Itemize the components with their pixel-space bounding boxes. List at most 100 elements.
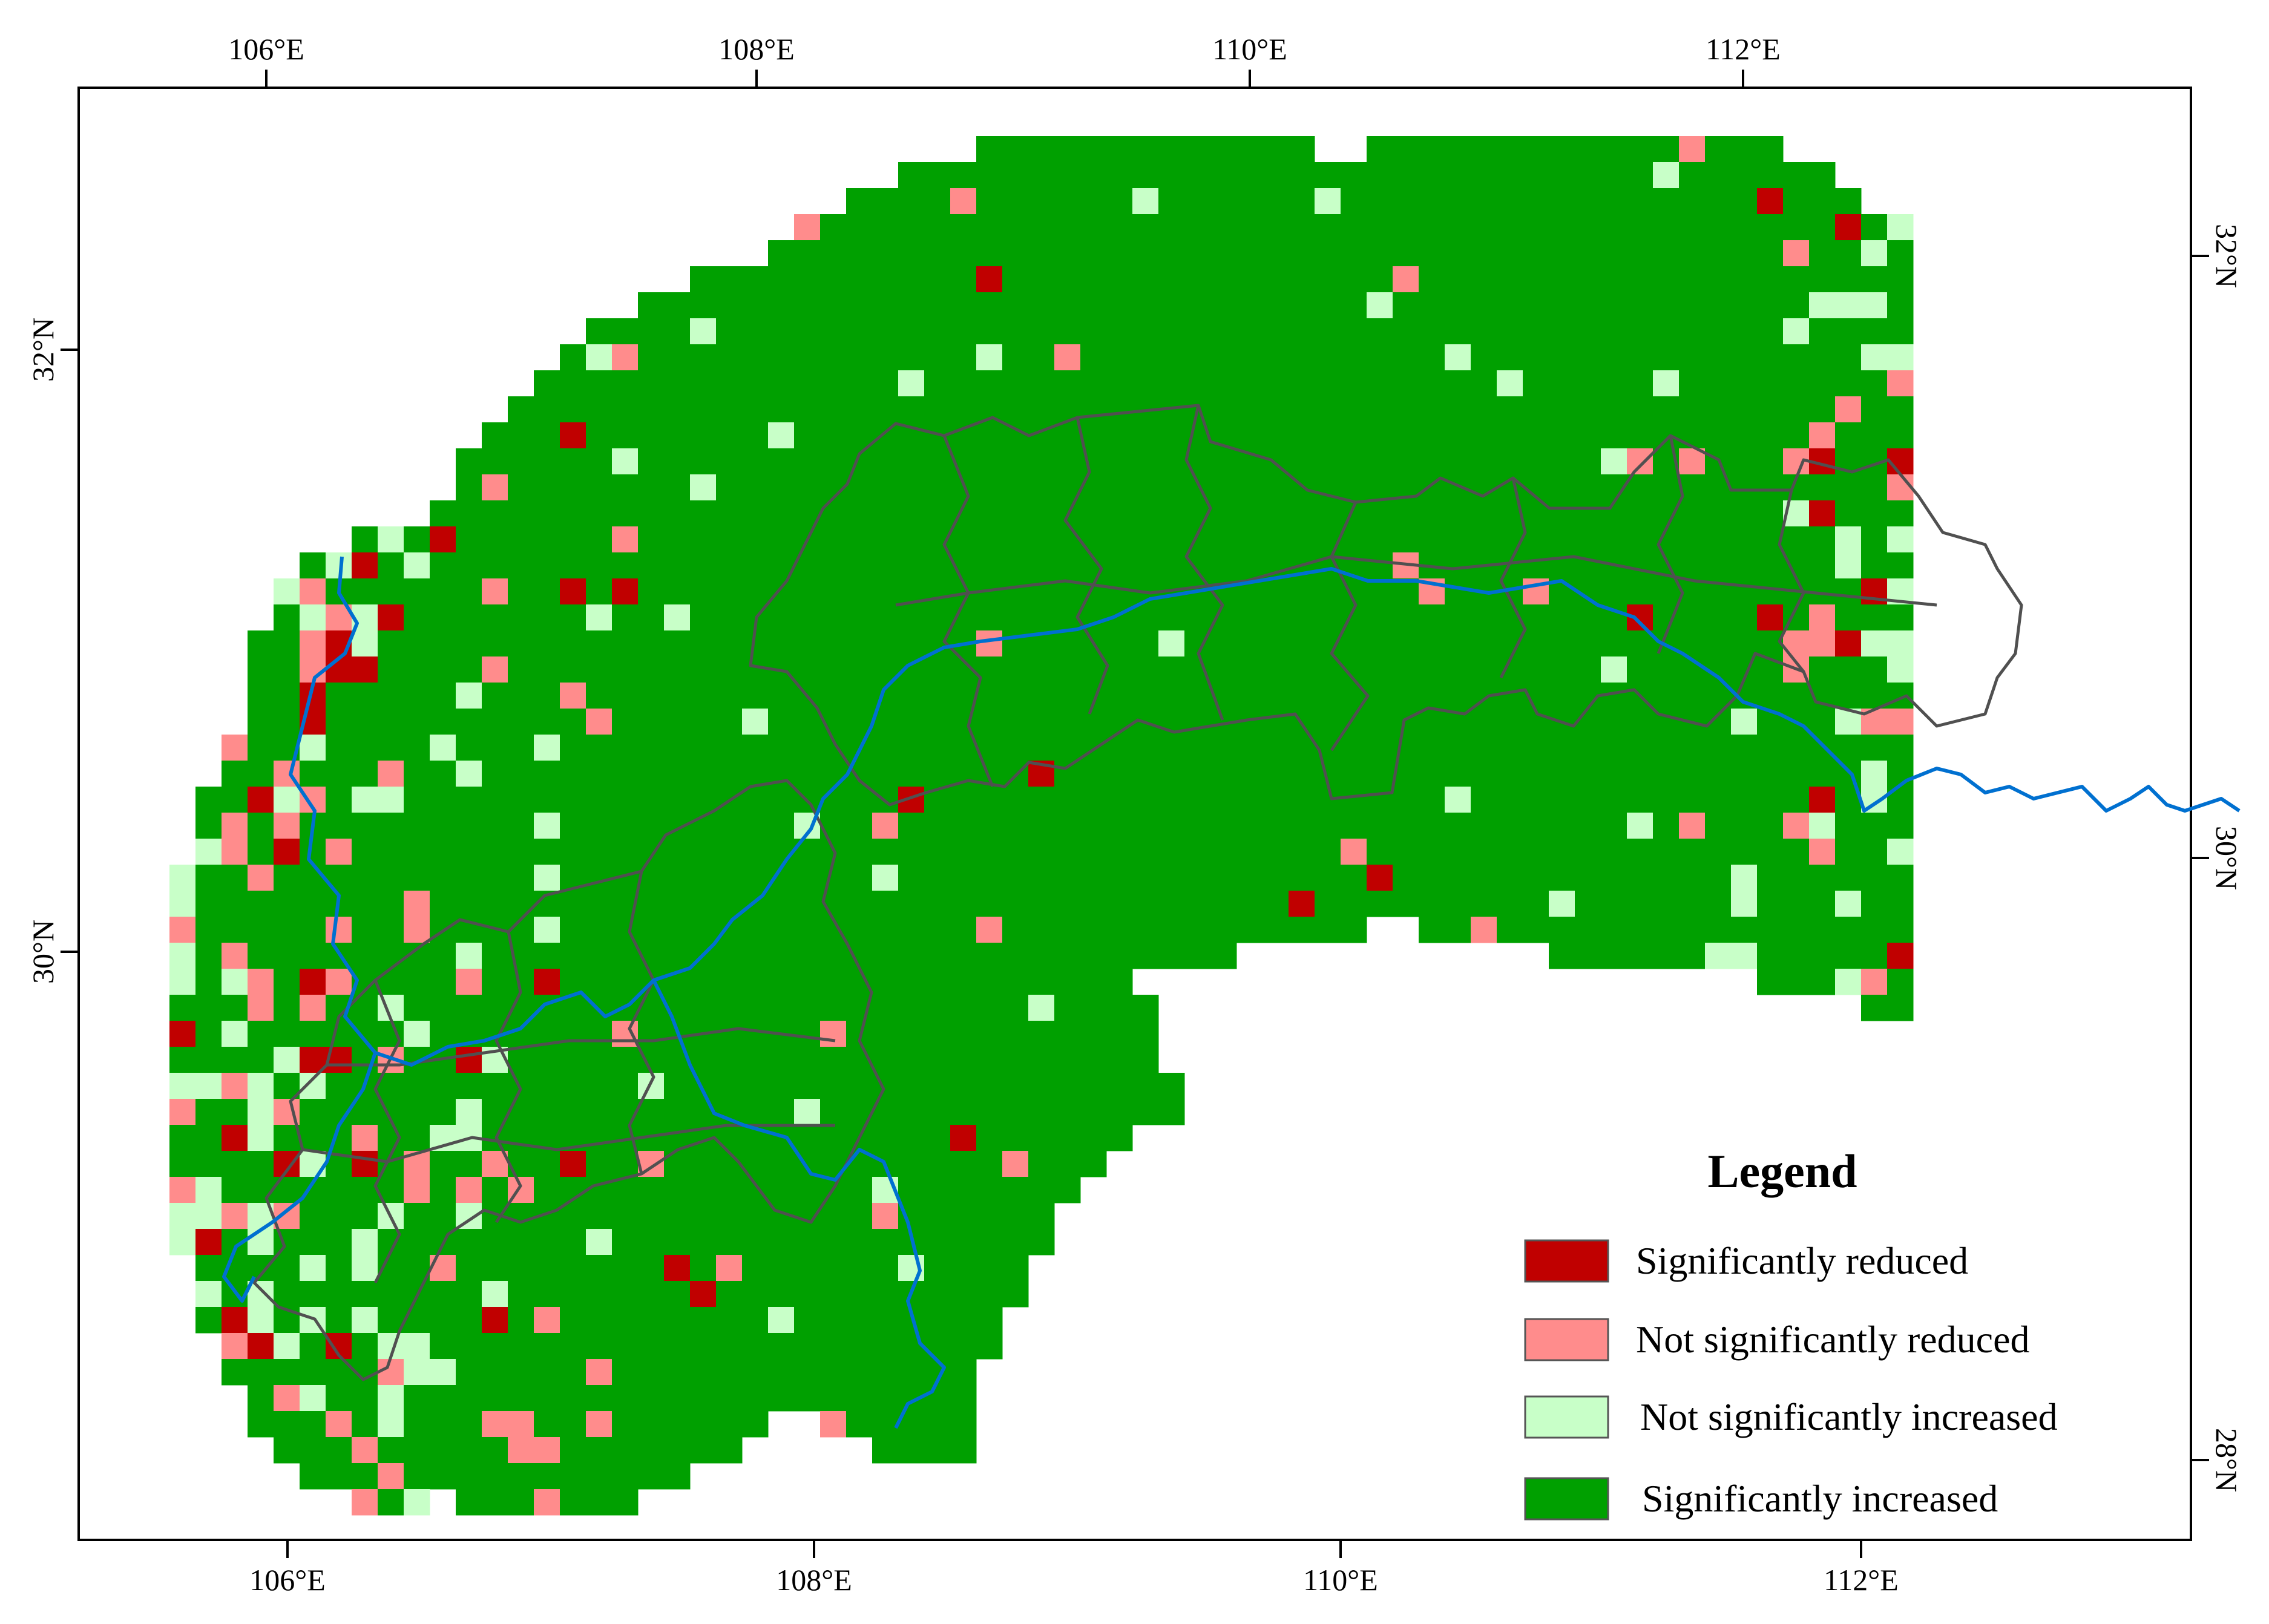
grid-cell	[1757, 787, 1784, 813]
grid-cell	[456, 1255, 482, 1282]
grid-cell	[1835, 396, 1862, 423]
grid-cell	[1497, 891, 1523, 917]
grid-cell	[1731, 735, 1758, 761]
grid-cell	[1184, 292, 1211, 319]
grid-cell	[1627, 318, 1653, 345]
grid-cell	[612, 787, 639, 813]
grid-cell	[1367, 188, 1393, 215]
grid-cell	[820, 1255, 847, 1282]
grid-cell	[1575, 813, 1601, 839]
grid-cell	[586, 761, 612, 787]
grid-cell	[1653, 422, 1680, 449]
grid-cell	[768, 1125, 795, 1151]
grid-cell	[352, 552, 378, 579]
grid-cell	[1367, 526, 1393, 553]
grid-cell	[1471, 656, 1497, 683]
grid-cell	[612, 370, 639, 397]
grid-cell	[976, 188, 1003, 215]
grid-cell	[1028, 735, 1055, 761]
grid-cell	[1601, 292, 1627, 319]
grid-cell	[924, 1333, 951, 1360]
grid-cell	[1705, 735, 1732, 761]
grid-cell	[1341, 448, 1367, 475]
grid-cell	[872, 344, 899, 371]
grid-cell	[1861, 891, 1888, 917]
grid-cell	[1106, 1021, 1133, 1047]
grid-cell	[690, 500, 717, 527]
grid-cell	[1028, 474, 1055, 501]
grid-cell	[1080, 761, 1107, 787]
grid-cell	[482, 578, 508, 605]
grid-cell	[1861, 839, 1888, 865]
grid-cell	[664, 683, 691, 709]
grid-cell	[1497, 448, 1523, 475]
grid-cell	[456, 1489, 482, 1516]
grid-cell	[195, 1151, 222, 1177]
grid-cell	[664, 1307, 691, 1334]
grid-cell	[508, 1463, 534, 1490]
grid-cell	[820, 266, 847, 293]
bottom-label-110: 110°E	[1303, 1563, 1378, 1597]
grid-cell	[508, 656, 534, 683]
grid-cell	[248, 683, 274, 709]
grid-cell	[1783, 162, 1810, 189]
grid-cell	[1106, 995, 1133, 1021]
grid-cell	[820, 292, 847, 319]
grid-cell	[560, 396, 586, 423]
grid-cell	[1158, 370, 1185, 397]
grid-cell	[508, 1021, 534, 1047]
grid-cell	[638, 683, 665, 709]
grid-cell	[898, 474, 925, 501]
grid-cell	[1158, 526, 1185, 553]
grid-cell	[976, 1151, 1003, 1177]
grid-cell	[1028, 292, 1055, 319]
grid-cell	[950, 292, 977, 319]
grid-cell	[1080, 1073, 1107, 1099]
grid-cell	[1184, 214, 1211, 241]
grid-cell	[222, 1359, 248, 1386]
grid-cell	[1158, 1073, 1185, 1099]
grid-cell	[1705, 396, 1732, 423]
grid-cell	[274, 1437, 300, 1464]
grid-cell	[1861, 344, 1888, 371]
grid-cell	[482, 761, 508, 787]
grid-cell	[1158, 266, 1185, 293]
grid-cell	[846, 865, 873, 891]
grid-cell	[846, 787, 873, 813]
grid-cell	[352, 1411, 378, 1438]
grid-cell	[1054, 1099, 1081, 1125]
grid-cell	[1315, 188, 1341, 215]
grid-cell	[560, 839, 586, 865]
grid-cell	[1106, 396, 1133, 423]
grid-cell	[560, 422, 586, 449]
grid-cell	[1263, 761, 1289, 787]
grid-cell	[1054, 891, 1081, 917]
grid-cell	[976, 995, 1003, 1021]
grid-cell	[430, 995, 456, 1021]
grid-cell	[1783, 370, 1810, 397]
grid-cell	[872, 318, 899, 345]
grid-cell	[482, 865, 508, 891]
grid-cell	[508, 422, 534, 449]
grid-cell	[534, 370, 560, 397]
grid-cell	[898, 709, 925, 735]
grid-cell	[534, 1489, 560, 1516]
grid-cell	[1341, 891, 1367, 917]
grid-cell	[222, 943, 248, 969]
grid-cell	[690, 318, 717, 345]
grid-cell	[404, 630, 430, 657]
grid-cell	[690, 344, 717, 371]
grid-cell	[300, 969, 326, 995]
grid-cell	[1627, 813, 1653, 839]
grid-cell	[1653, 761, 1680, 787]
grid-cell	[1679, 266, 1706, 293]
grid-cell	[534, 1307, 560, 1334]
grid-cell	[1054, 422, 1081, 449]
grid-cell	[950, 162, 977, 189]
grid-cell	[950, 604, 977, 631]
grid-cell	[1184, 526, 1211, 553]
grid-cell	[1887, 604, 1914, 631]
grid-cell	[924, 839, 951, 865]
grid-cell	[638, 370, 665, 397]
grid-cell	[872, 1359, 899, 1386]
